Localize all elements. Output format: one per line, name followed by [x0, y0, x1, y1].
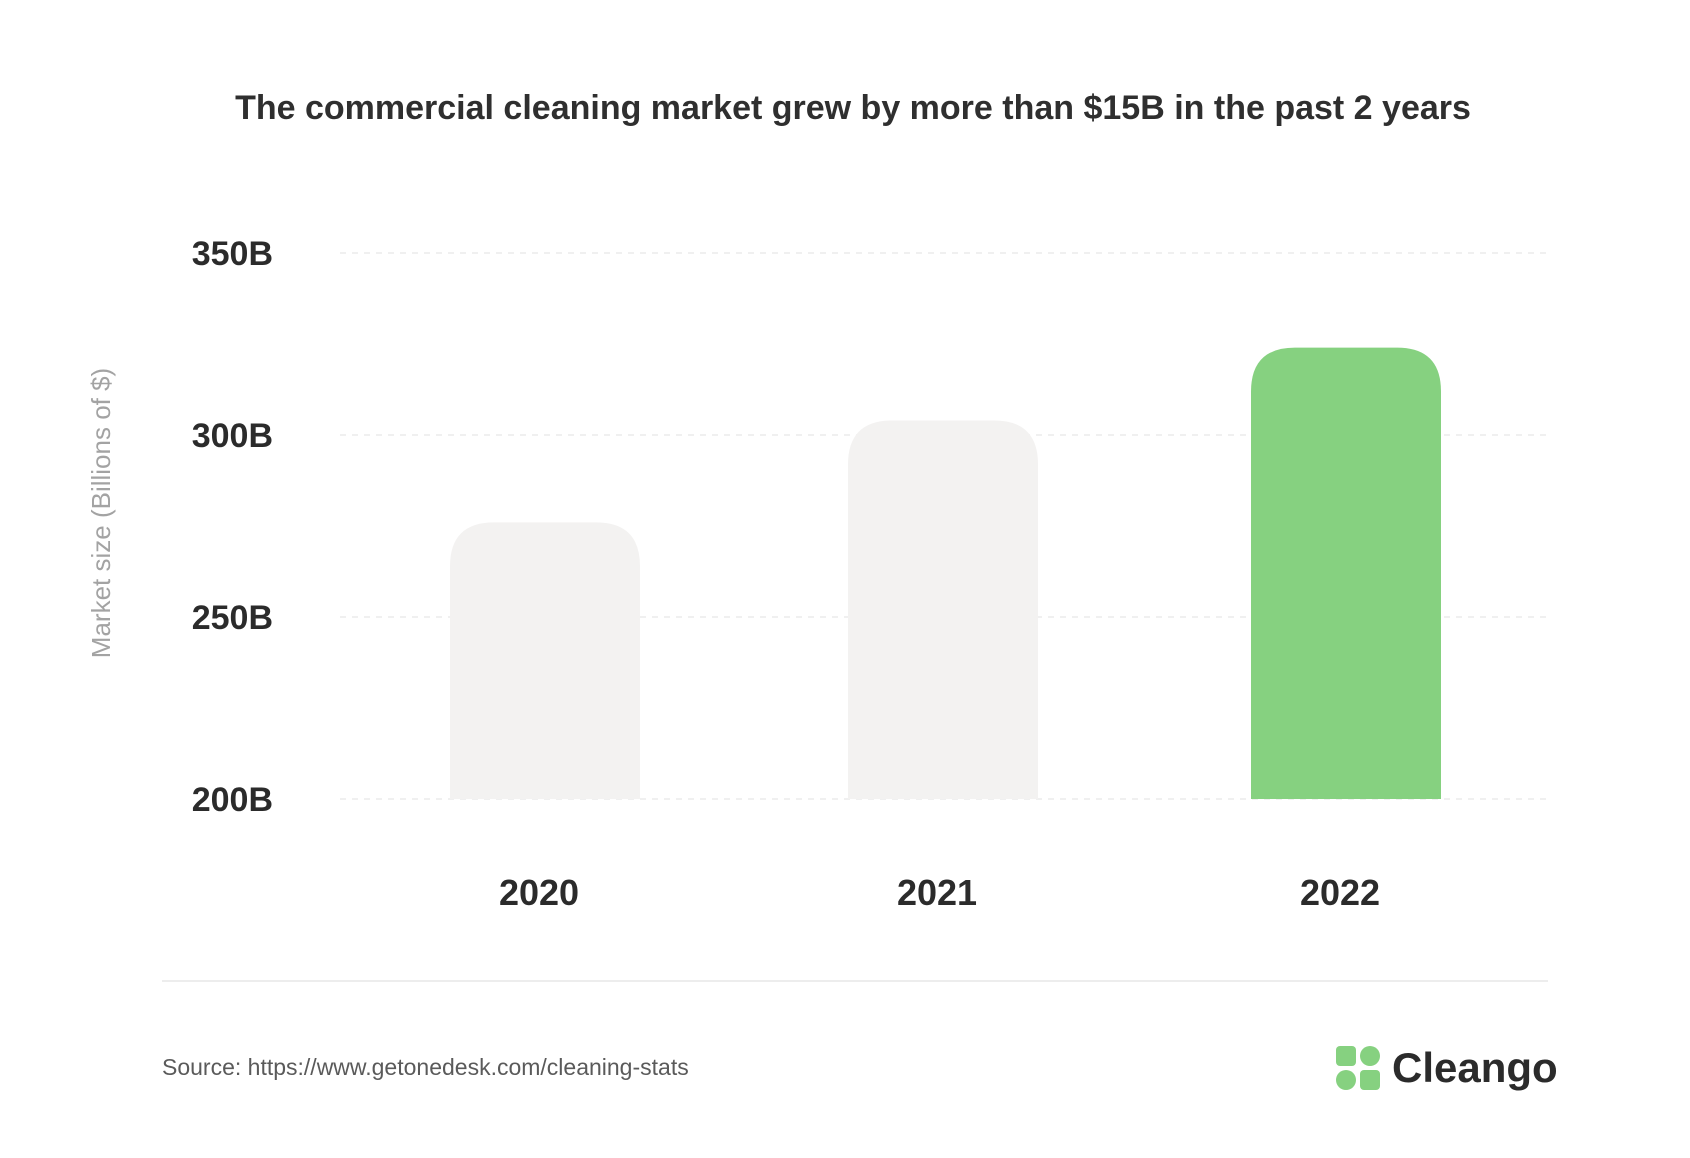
cleango-logo-icon	[1336, 1046, 1380, 1090]
brand-name: Cleango	[1392, 1044, 1558, 1091]
bars	[450, 347, 1441, 799]
x-axis-ticks: 2020 2021 2022	[499, 872, 1380, 913]
y-axis-ticks: 200B 250B 300B 350B	[192, 235, 273, 819]
y-tick-label: 250B	[192, 599, 273, 637]
y-axis-label: Market size (Billions of $)	[86, 368, 116, 658]
x-tick-label: 2020	[499, 872, 579, 913]
x-tick-label: 2021	[897, 872, 977, 913]
bar-2022	[1251, 347, 1441, 799]
brand-logo: Cleango	[1336, 1044, 1558, 1091]
bar-2021	[848, 420, 1038, 799]
source-note: Source: https://www.getonedesk.com/clean…	[162, 1054, 689, 1080]
chart-title: The commercial cleaning market grew by m…	[235, 89, 1471, 127]
y-tick-label: 300B	[192, 417, 273, 455]
bar-2020	[450, 522, 640, 799]
y-tick-label: 350B	[192, 235, 273, 273]
x-tick-label: 2022	[1300, 872, 1380, 913]
y-tick-label: 200B	[192, 781, 273, 819]
